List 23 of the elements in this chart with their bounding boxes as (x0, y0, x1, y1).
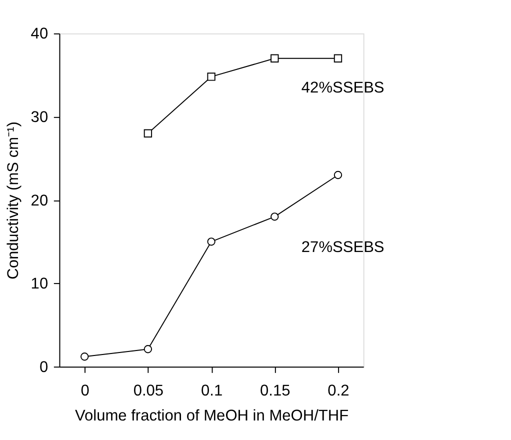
x-tick-label: 0.15 (260, 382, 290, 400)
x-tick-label: 0.05 (133, 382, 164, 400)
x-tick-label: 0.1 (200, 382, 223, 400)
y-tick-label: 30 (30, 109, 48, 126)
y-tick-label: 10 (30, 276, 48, 293)
point (207, 72, 216, 81)
x-axis-title: Volume fraction of MeOH in MeOH/THF (74, 408, 349, 425)
series-label: 27%SSEBS (301, 238, 384, 256)
y-tick-label: 0 (39, 358, 48, 376)
x-tick-label: 0 (80, 382, 90, 400)
point (270, 212, 279, 221)
point (144, 129, 152, 138)
series-label: 42%SSEBS (301, 79, 384, 96)
y-axis-title: Conductivity (mS cm⁻¹) (5, 122, 22, 280)
point (334, 170, 342, 180)
y-tick-label: 20 (30, 192, 48, 210)
point (334, 54, 342, 62)
point (270, 54, 279, 62)
point (144, 345, 152, 354)
x-tick-label: 0.2 (328, 382, 350, 400)
point (80, 352, 89, 361)
point (207, 238, 216, 246)
y-tick-label: 40 (30, 26, 48, 43)
